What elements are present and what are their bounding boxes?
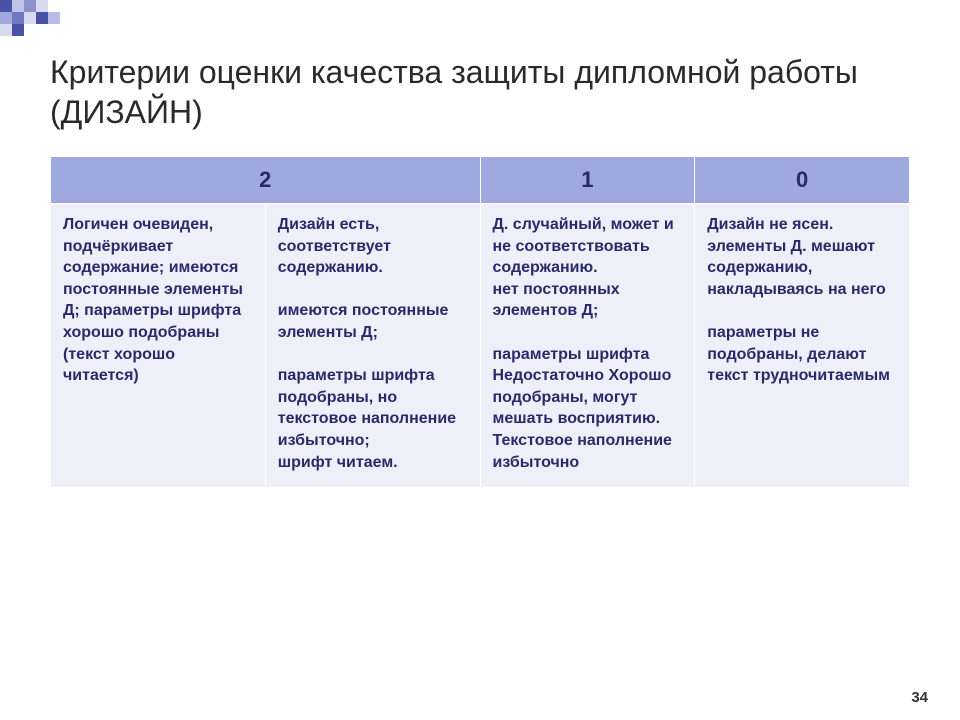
col-header-2: 2 [51, 157, 481, 204]
slide-title: Критерии оценки качества защиты дипломно… [50, 52, 910, 132]
page-number: 34 [911, 689, 928, 706]
cell-2b: Дизайн есть, соответствует содержанию. и… [265, 204, 480, 488]
table-row: Логичен очевиден, подчёркивает содержани… [51, 204, 910, 488]
slide-content: Критерии оценки качества защиты дипломно… [0, 0, 960, 488]
cell-1: Д. случайный, может и не соответствовать… [480, 204, 695, 488]
rubric-table: 2 1 0 Логичен очевиден, подчёркивает сод… [50, 156, 910, 488]
cell-2a: Логичен очевиден, подчёркивает содержани… [51, 204, 266, 488]
col-header-1: 1 [480, 157, 695, 204]
col-header-0: 0 [695, 157, 910, 204]
table-header-row: 2 1 0 [51, 157, 910, 204]
cell-0: Дизайн не ясен. элементы Д. мешают содер… [695, 204, 910, 488]
corner-decoration [0, 0, 70, 40]
